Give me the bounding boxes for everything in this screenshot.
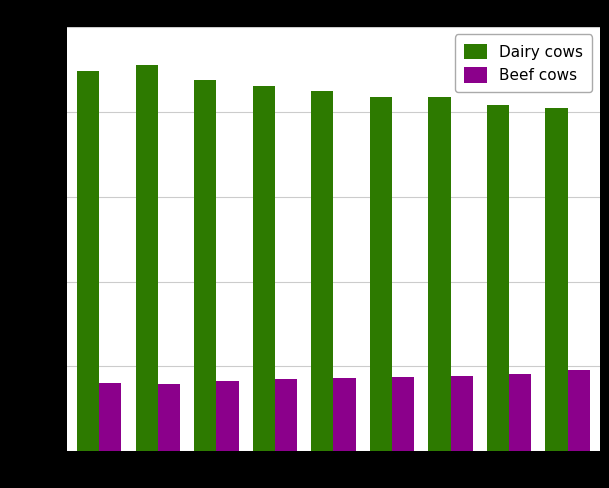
Bar (487, 105, 509, 451)
Bar (333, 378, 356, 451)
Bar (99, 383, 121, 451)
Bar (568, 370, 590, 451)
Bar (253, 86, 275, 451)
Bar (451, 376, 473, 451)
Bar (135, 65, 158, 451)
Bar (311, 91, 333, 451)
Bar (158, 385, 180, 451)
Bar (428, 97, 451, 451)
Bar (216, 381, 239, 451)
Bar (509, 374, 531, 451)
Bar (275, 379, 297, 451)
Bar (392, 377, 414, 451)
Bar (194, 80, 216, 451)
Bar (370, 97, 392, 451)
Legend: Dairy cows, Beef cows: Dairy cows, Beef cows (455, 35, 592, 92)
Bar (77, 71, 99, 451)
Bar (546, 107, 568, 451)
